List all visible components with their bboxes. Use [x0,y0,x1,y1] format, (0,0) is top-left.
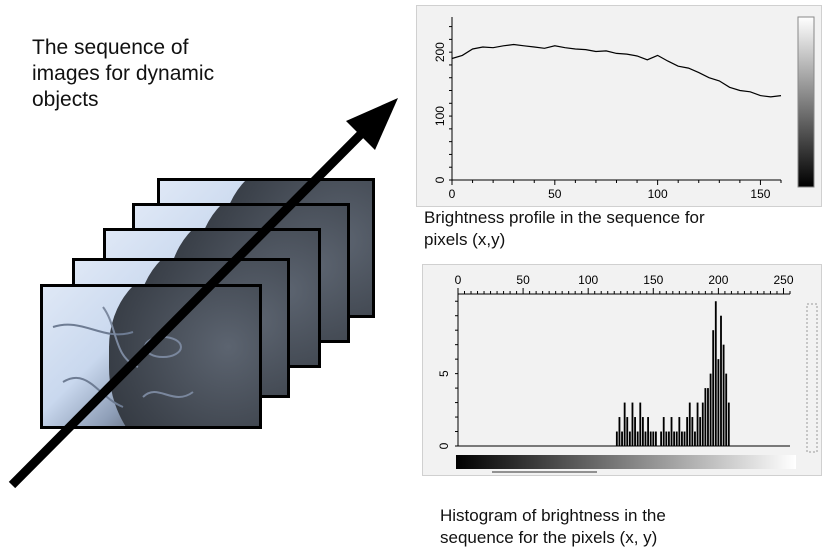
histogram-bar [621,431,623,446]
arrow-head-icon [346,98,398,150]
histogram-x-tick-label: 100 [578,273,598,287]
histogram-bar [652,431,655,446]
profile-axes: 0 50 100 150 0 100 200 [433,17,782,201]
histogram-bar [647,417,649,446]
histogram-bar [688,402,691,446]
histogram-bar [668,431,670,446]
histogram-bar [631,402,634,446]
profile-colorbar [797,16,815,188]
histogram-bar [696,402,699,446]
histogram-bar [712,330,715,446]
histogram-y-tick-label: 0 [437,442,451,449]
histogram-bar [717,359,720,446]
histogram-bar [660,431,663,446]
histogram-bar [686,417,689,446]
histogram-x-tick-label: 150 [643,273,663,287]
histogram-bar [675,431,678,446]
histogram-bar [618,417,621,446]
histogram-bar [636,431,639,446]
profile-line [451,43,782,98]
histogram-x-tick-label: 50 [516,273,530,287]
profile-y-tick-label: 0 [433,176,447,183]
histogram-x-tick-label: 0 [455,273,462,287]
profile-panel [416,5,822,207]
histogram-bar [725,373,728,446]
histogram-bar [694,431,696,446]
profile-x-tick-label: 100 [648,187,668,201]
histogram-chart: 0 50 100 150 200 250 0 5 [437,273,818,473]
histogram-bar [707,388,709,446]
histogram-caption: Histogram of brightness in the sequence … [440,506,666,547]
histogram-scrollbar[interactable] [806,303,818,453]
histogram-bar [681,431,683,446]
histogram-x-tick-label: 200 [708,273,728,287]
profile-caption: Brightness profile in the sequence for p… [424,208,705,249]
histogram-bar [628,431,631,446]
histogram-bar [699,417,702,446]
profile-x-tick-label: 150 [750,187,770,201]
histogram-bar [615,431,618,446]
profile-y-tick-label: 200 [433,42,447,62]
histogram-bar [634,417,636,446]
histogram-bar [691,417,694,446]
histogram-bar [623,402,626,446]
histogram-axes: 0 50 100 150 200 250 0 5 [437,273,794,449]
profile-y-tick-label: 100 [433,106,447,126]
histogram-bar [678,417,681,446]
histogram-bar [722,344,725,446]
histogram-bar [641,417,644,446]
histogram-bar [683,431,686,446]
histogram-y-tick-label: 5 [437,370,451,377]
histogram-bar [704,388,707,446]
histogram-x-tick-label: 250 [773,273,793,287]
histogram-bar [644,431,647,446]
histogram-bar [670,417,673,446]
histogram-bar [626,417,629,446]
histogram-bar [673,431,676,446]
histogram-colorbar [456,455,796,469]
sequence-caption: The sequence of images for dynamic objec… [32,36,215,111]
histogram-bar [727,402,730,446]
histogram-bar [639,402,642,446]
histogram-bar [701,402,704,446]
profile-x-tick-label: 0 [449,187,456,201]
histogram-bar [709,373,712,446]
histogram-bar [720,315,722,446]
histogram-bar [665,431,668,446]
profile-chart: 0 50 100 150 0 100 200 [433,16,815,201]
histogram-bar [714,301,717,446]
histogram-bar [649,431,652,446]
histogram-bar [654,431,657,446]
histogram-bars [615,301,730,446]
profile-x-tick-label: 50 [548,187,562,201]
histogram-bar [662,417,665,446]
